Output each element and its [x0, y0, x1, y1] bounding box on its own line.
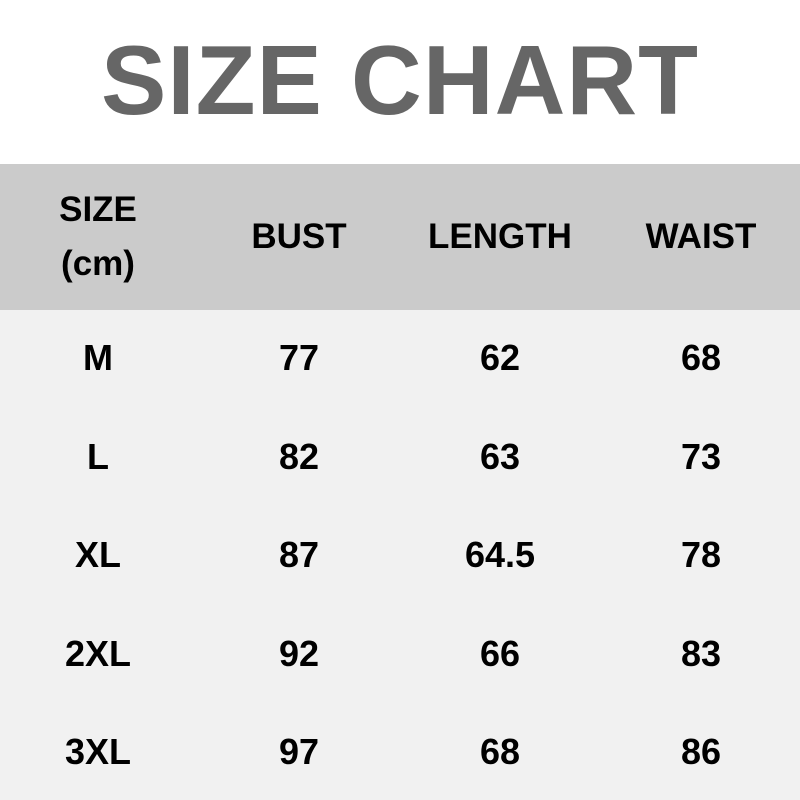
- page-title: SIZE CHART: [101, 25, 699, 135]
- table-header: SIZE (cm) BUST LENGTH WAIST: [0, 164, 800, 310]
- cell-waist: 73: [680, 435, 722, 477]
- header-length: LENGTH: [428, 217, 572, 256]
- table-body: M 77 62 68 L 82 63 73 XL 87 64.5 78 2XL 92 66 83 3XL 97 68…: [0, 310, 800, 800]
- cell-length: 68: [479, 731, 521, 772]
- cell-size: 2XL: [64, 632, 132, 674]
- header-size: SIZE (cm): [0, 183, 198, 291]
- cell-waist: 68: [680, 337, 722, 378]
- header-bust: BUST: [251, 217, 347, 256]
- cell-length: 63: [479, 435, 521, 477]
- cell-size: 3XL: [64, 731, 132, 772]
- cell-size: L: [87, 435, 109, 477]
- cell-bust: 82: [278, 435, 320, 477]
- cell-bust: 77: [278, 337, 320, 378]
- header-waist: WAIST: [645, 217, 757, 256]
- cell-waist: 78: [680, 534, 722, 575]
- cell-bust: 87: [278, 534, 320, 575]
- cell-length: 66: [479, 632, 521, 674]
- cell-waist: 86: [680, 731, 722, 772]
- cell-waist: 83: [680, 632, 722, 674]
- cell-size: M: [83, 337, 113, 378]
- header-size-label: SIZE: [59, 190, 137, 229]
- cell-bust: 92: [278, 632, 320, 674]
- cell-length: 62: [479, 337, 521, 378]
- cell-length: 64.5: [464, 534, 536, 575]
- header-unit-label: (cm): [61, 244, 135, 283]
- cell-bust: 97: [278, 731, 320, 772]
- cell-size: XL: [74, 534, 121, 575]
